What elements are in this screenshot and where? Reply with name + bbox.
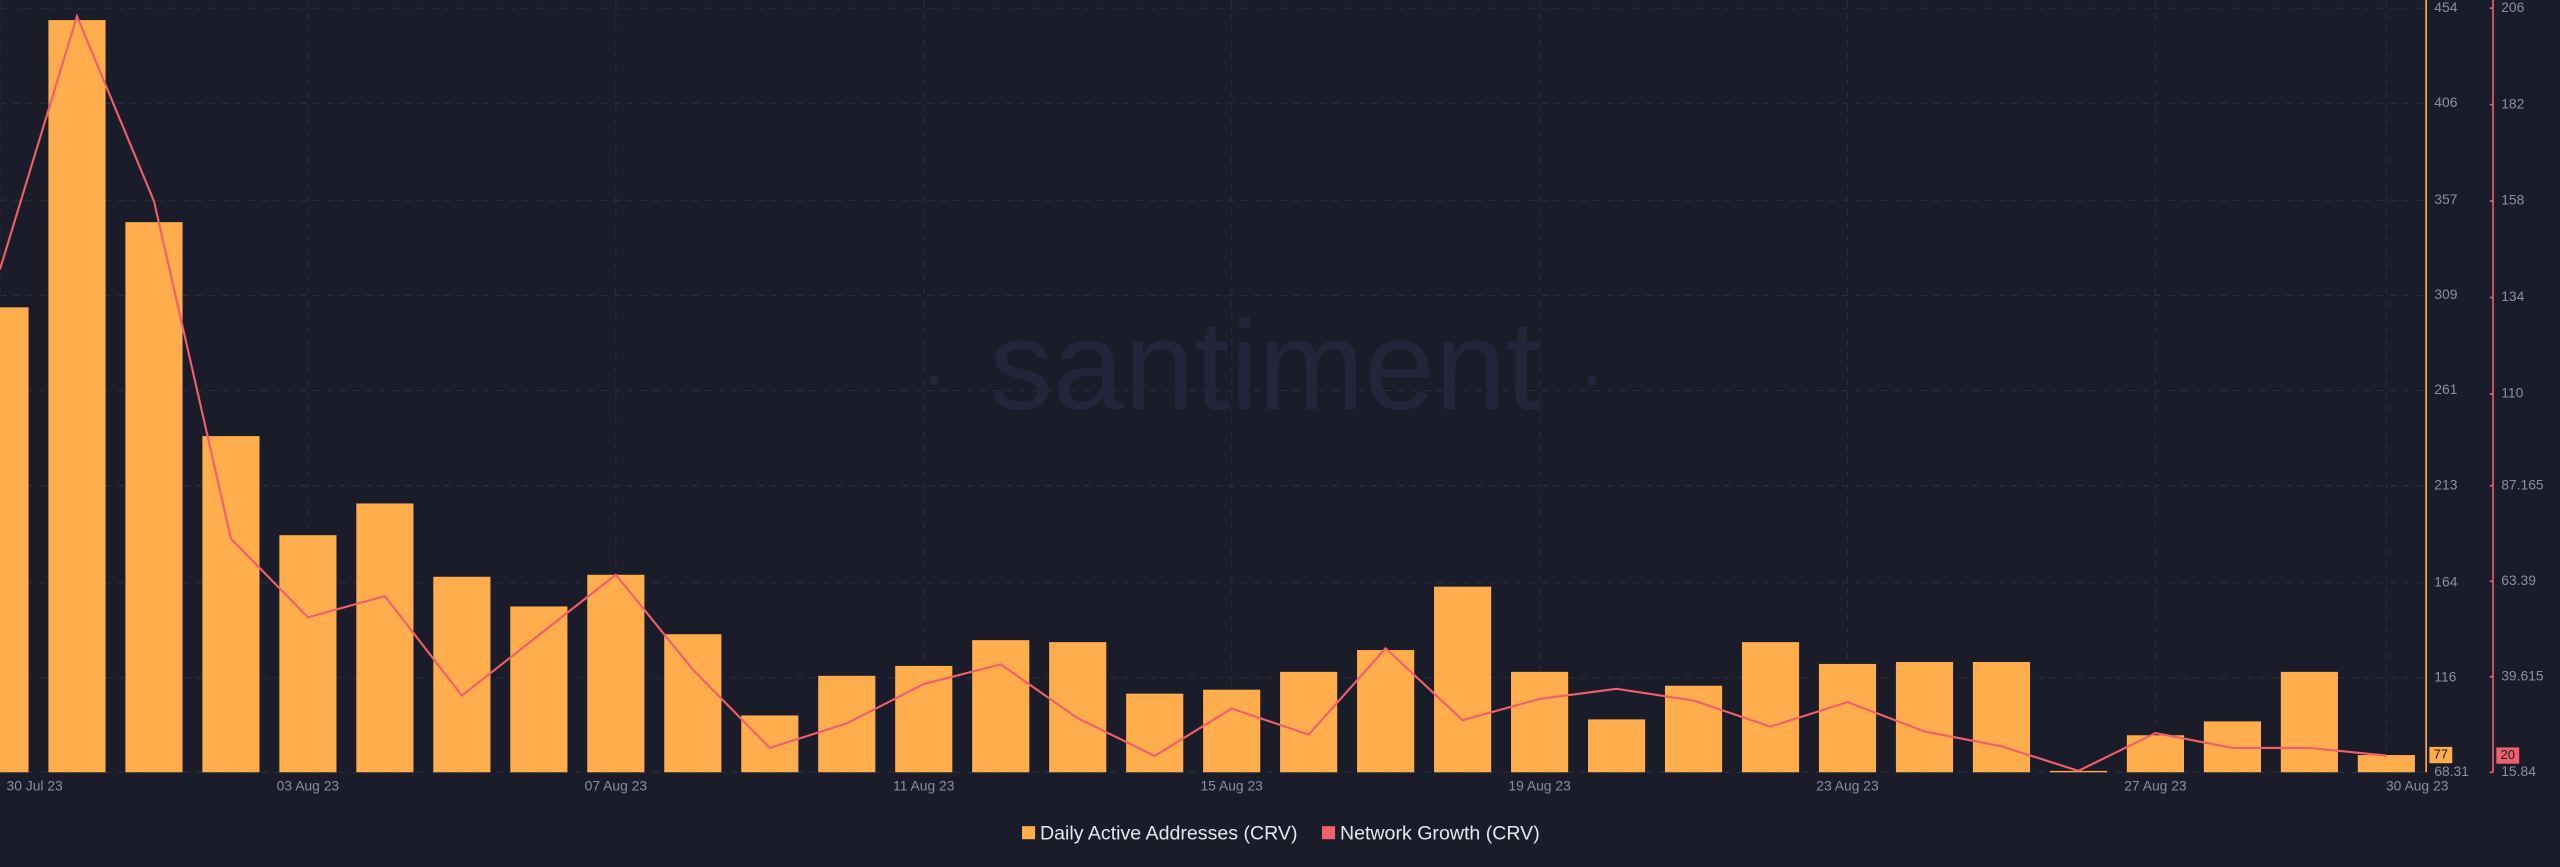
y-tick-label: 116 — [2434, 668, 2456, 684]
x-tick-label: 19 Aug 23 — [1508, 778, 1571, 794]
bar — [1972, 661, 2031, 773]
x-tick-label: 30 Aug 23 — [2386, 778, 2449, 794]
y-tick-label: 213 — [2434, 476, 2457, 492]
y2-tick-label: 87.165 — [2501, 476, 2544, 492]
bar — [356, 503, 414, 773]
legend-label: Daily Active Addresses (CRV) — [1040, 822, 1298, 844]
value-tag — [2429, 746, 2453, 764]
value-tag — [2496, 747, 2520, 764]
watermark-dot — [1586, 375, 1597, 386]
bar — [1203, 689, 1261, 773]
value-tag-label: 77 — [2434, 747, 2449, 762]
y2-tick-label: 158 — [2501, 192, 2524, 208]
x-tick-label: 30 Jul 23 — [7, 778, 64, 794]
bar — [2357, 755, 2415, 773]
legend-swatch — [1322, 826, 1336, 840]
bar — [972, 640, 1030, 773]
bar — [2280, 671, 2338, 773]
y2-tick-label: 39.615 — [2501, 667, 2544, 683]
bar — [279, 535, 337, 773]
bar — [895, 665, 953, 773]
marks — [0, 13, 2415, 773]
y-tick-label: 309 — [2434, 286, 2457, 302]
axes: 68.31 116 164 213 261 309 357 406 454 15.84 39.615… — [7, 0, 2544, 794]
y2-tick-label: 206 — [2501, 0, 2524, 15]
line — [0, 13, 2387, 772]
bar — [1280, 671, 1338, 773]
bar — [1741, 642, 1800, 773]
bar — [2203, 721, 2261, 773]
y-tick-label: 68.31 — [2434, 763, 2469, 779]
bar — [1511, 671, 1569, 773]
bar — [0, 307, 29, 773]
bar — [510, 606, 568, 773]
watermark-dot — [928, 375, 939, 386]
bar — [125, 222, 183, 773]
y2-tick-label: 15.84 — [2501, 763, 2536, 779]
value-tag-label: 20 — [2500, 747, 2515, 762]
legend-label: Network Growth (CRV) — [1340, 822, 1540, 844]
bar — [1049, 642, 1107, 773]
y-tick-label: 406 — [2434, 94, 2457, 110]
legend: Daily Active Addresses (CRV) Network Grow… — [1022, 822, 1540, 844]
bar — [1664, 685, 1723, 773]
bar — [741, 715, 799, 773]
y2-tick-label: 182 — [2501, 95, 2524, 111]
bar — [1895, 661, 1954, 773]
bar — [202, 436, 260, 773]
x-tick-label: 07 Aug 23 — [585, 778, 648, 794]
bar — [664, 634, 722, 773]
bar — [587, 574, 645, 773]
legend-swatch — [1022, 826, 1036, 840]
x-tick-label: 15 Aug 23 — [1200, 778, 1263, 794]
bar — [1818, 663, 1877, 773]
y-tick-label: 164 — [2434, 573, 2457, 589]
x-tick-label: 23 Aug 23 — [1816, 778, 1879, 794]
bar — [2126, 735, 2184, 773]
y-tick-label: 357 — [2434, 191, 2457, 207]
y2-tick-label: 63.39 — [2501, 572, 2536, 588]
x-tick-label: 03 Aug 23 — [277, 778, 340, 794]
x-tick-label: 11 Aug 23 — [893, 778, 955, 794]
x-tick-label: 27 Aug 23 — [2124, 778, 2187, 794]
y2-tick-label: 134 — [2501, 288, 2524, 304]
y2-tick-label: 110 — [2501, 385, 2523, 401]
bar — [1126, 693, 1184, 773]
bar — [433, 576, 491, 773]
y-tick-label: 454 — [2434, 0, 2457, 15]
bar — [1588, 719, 1646, 773]
watermark: santiment — [989, 294, 1541, 436]
bar — [48, 20, 106, 773]
bar — [1434, 586, 1492, 773]
y-tick-label: 261 — [2434, 381, 2457, 397]
